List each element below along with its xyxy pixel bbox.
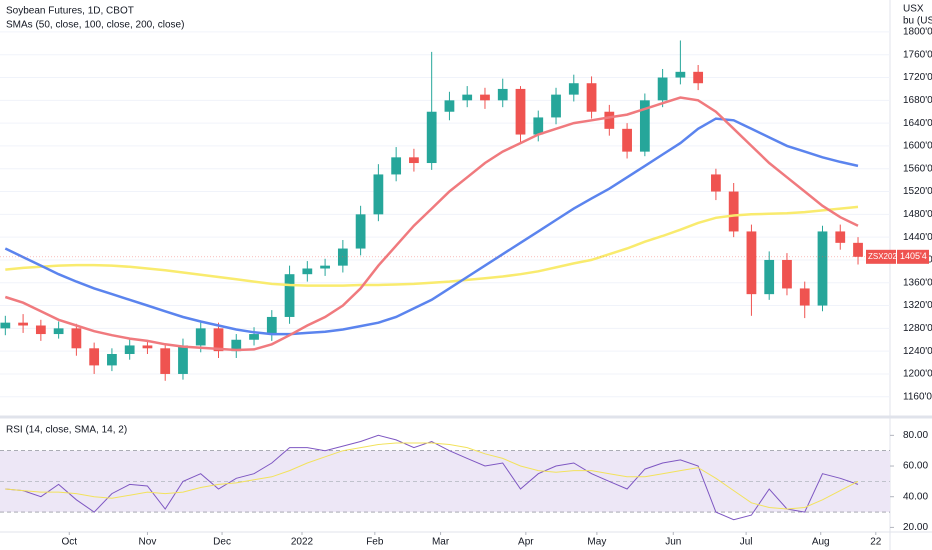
symbol-tag <box>866 249 896 264</box>
candle-body <box>853 242 863 257</box>
candle-body <box>71 328 82 349</box>
sma-line <box>4 117 859 336</box>
x-tick-label: 22 <box>870 537 882 548</box>
sma-line <box>4 96 859 352</box>
candle-body <box>18 322 28 326</box>
price-label: 1405'4 <box>900 251 927 261</box>
y-tick-label: 1560'0 <box>903 163 932 174</box>
rsi-line <box>5 442 859 510</box>
candle-body <box>355 214 366 249</box>
y-tick-label: 40.00 <box>903 491 928 502</box>
x-tick-label: Apr <box>518 537 534 548</box>
candle-body <box>391 157 402 175</box>
candle-body <box>373 174 384 215</box>
rsi-line <box>5 434 859 521</box>
x-tick-label: Aug <box>812 537 830 548</box>
candle-body <box>53 328 64 335</box>
y-tick-label: 1480'0 <box>903 209 932 220</box>
y-tick-label: 1720'0 <box>903 72 932 83</box>
y-tick-label: 1360'0 <box>903 277 932 288</box>
candle-body <box>604 111 615 129</box>
x-tick-label: May <box>587 537 606 548</box>
candle-body <box>302 268 313 275</box>
x-tick-label: 2022 <box>291 537 314 548</box>
y-tick-label: 1160'0 <box>903 391 932 402</box>
candle-body <box>124 345 135 355</box>
y-tick-label: 1200'0 <box>903 369 932 380</box>
y-tick-label: 60.00 <box>903 461 928 472</box>
candle-body <box>799 288 810 306</box>
x-tick-label: Mar <box>432 537 450 548</box>
candle-body <box>231 339 242 352</box>
candle-body <box>107 354 117 366</box>
rsi-pane <box>0 434 894 528</box>
y-tick-label: 1320'0 <box>903 300 932 311</box>
symbol-label: ZSX2022 <box>868 252 902 261</box>
x-tick-label: Jun <box>665 537 681 548</box>
y-tick-label: 1600'0 <box>903 141 932 152</box>
unit-label: USX <box>903 4 924 15</box>
candle-body <box>764 259 775 295</box>
candle-body <box>551 94 561 118</box>
candle-body <box>195 328 206 346</box>
y-tick-label: 20.00 <box>903 522 928 533</box>
candle-body <box>444 100 455 112</box>
y-tick-label: 80.00 <box>903 430 928 441</box>
sma-line <box>5 205 859 287</box>
chart-title: Soybean Futures, 1D, CBOT <box>6 6 134 17</box>
indicator-label: SMAs (50, close, 100, close, 200, close) <box>6 20 184 31</box>
x-tick-label: Jul <box>740 537 753 548</box>
indicator-label: RSI (14, close, SMA, 14, 2) <box>6 425 127 436</box>
x-tick-label: Feb <box>366 537 384 548</box>
x-tick-label: Oct <box>62 537 78 548</box>
candle-body <box>622 128 632 152</box>
candle-body <box>462 94 473 101</box>
price-tag <box>897 249 929 264</box>
candle-body <box>213 328 224 352</box>
candle-body <box>142 345 153 349</box>
candle-body <box>35 325 46 335</box>
y-tick-label: 1800'0 <box>903 27 932 38</box>
candle-body <box>89 348 100 366</box>
x-tick-label: Dec <box>213 537 231 548</box>
candle-body <box>586 83 597 112</box>
candle-body <box>426 111 437 164</box>
x-tick-label: Nov <box>139 537 157 548</box>
y-tick-label: 1240'0 <box>903 346 932 357</box>
candle-body <box>568 83 579 95</box>
candle-body <box>746 231 757 295</box>
price-pane <box>0 31 890 398</box>
candle-body <box>266 316 277 335</box>
candle-body <box>657 77 668 101</box>
candle-body <box>533 117 544 135</box>
candle-body <box>693 71 704 84</box>
candle-body <box>639 100 650 152</box>
candle-body <box>320 265 330 269</box>
unit-label: bu (US) <box>903 16 932 27</box>
candle-body <box>782 259 792 289</box>
candle-body <box>0 322 11 329</box>
candle-body <box>817 231 828 306</box>
candle-body <box>515 88 526 135</box>
y-tick-label: 1760'0 <box>903 49 932 60</box>
candle-body <box>728 191 739 232</box>
candle-body <box>711 174 721 192</box>
candle-body <box>409 157 419 164</box>
candle-body <box>178 345 188 374</box>
y-tick-label: 1640'0 <box>903 118 932 129</box>
y-tick-label: 1280'0 <box>903 323 932 334</box>
candle-body <box>497 88 508 101</box>
candle-body <box>675 71 686 78</box>
y-tick-label: 1520'0 <box>903 186 932 197</box>
candle-body <box>249 334 259 340</box>
y-tick-label: 1440'0 <box>903 232 932 243</box>
y-tick-label: 1680'0 <box>903 95 932 106</box>
candle-body <box>835 231 846 243</box>
candle-body <box>160 348 171 374</box>
candle-body <box>284 274 295 317</box>
candle-body <box>480 94 490 101</box>
